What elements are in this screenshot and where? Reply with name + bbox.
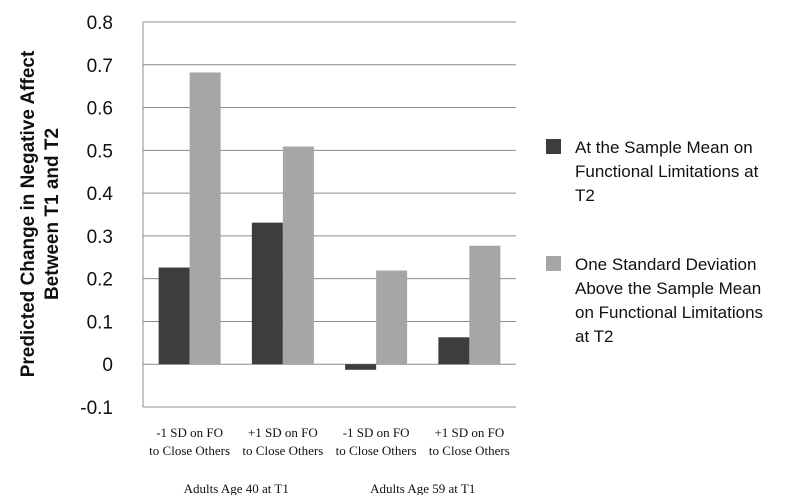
y-tick-label: 0.7 <box>87 56 113 77</box>
category-labels: -1 SD on FO to Close Others +1 SD on FO to … <box>149 425 510 458</box>
y-tick-label: 0.2 <box>87 270 113 291</box>
group-label: Adults Age 40 at T1 <box>184 481 289 495</box>
category-label: to Close Others <box>429 443 510 458</box>
bar <box>189 72 221 365</box>
y-tick-label: 0.5 <box>87 141 113 162</box>
y-tick-label: 0.1 <box>87 312 113 333</box>
y-tick-label: 0.8 <box>87 13 113 34</box>
legend-label: Functional Limitations at <box>575 162 759 181</box>
y-tick-label: 0 <box>102 355 113 376</box>
category-label: +1 SD on FO <box>248 425 318 440</box>
y-tick-label: 0.4 <box>87 184 114 205</box>
y-axis-ticks: -0.1 0 0.1 0.2 0.3 0.4 0.5 0.6 0.7 0.8 <box>80 13 113 419</box>
legend-label: Above the Sample Mean <box>575 279 761 298</box>
y-axis-label: Predicted Change in Negative Affect Betwe… <box>18 50 63 377</box>
y-axis-label-line: Predicted Change in Negative Affect <box>18 50 39 377</box>
group-label: Adults Age 59 at T1 <box>370 481 475 495</box>
legend-label: At the Sample Mean on <box>575 138 753 157</box>
legend-swatch <box>546 139 561 154</box>
bar <box>282 146 314 365</box>
bar <box>251 222 283 365</box>
y-tick-label: 0.3 <box>87 227 113 248</box>
legend-label: on Functional Limitations <box>575 303 763 322</box>
bar <box>345 364 377 370</box>
legend-label: at T2 <box>575 327 613 346</box>
category-label: to Close Others <box>149 443 230 458</box>
bar <box>469 245 501 365</box>
legend-swatch <box>546 256 561 271</box>
bar <box>438 337 470 365</box>
category-label: -1 SD on FO <box>156 425 223 440</box>
category-label: to Close Others <box>336 443 417 458</box>
legend: At the Sample Mean on Functional Limitati… <box>546 138 763 346</box>
category-label: to Close Others <box>242 443 323 458</box>
y-axis-label-line: Between T1 and T2 <box>42 128 63 300</box>
category-label: +1 SD on FO <box>434 425 504 440</box>
group-labels: Adults Age 40 at T1 Adults Age 59 at T1 <box>184 481 476 495</box>
legend-label: T2 <box>575 186 595 205</box>
y-tick-label: 0.6 <box>87 99 113 120</box>
y-tick-label: -0.1 <box>80 398 113 419</box>
bars <box>158 72 501 370</box>
legend-label: One Standard Deviation <box>575 255 756 274</box>
bar <box>376 270 408 365</box>
bar <box>158 267 190 365</box>
category-label: -1 SD on FO <box>343 425 410 440</box>
